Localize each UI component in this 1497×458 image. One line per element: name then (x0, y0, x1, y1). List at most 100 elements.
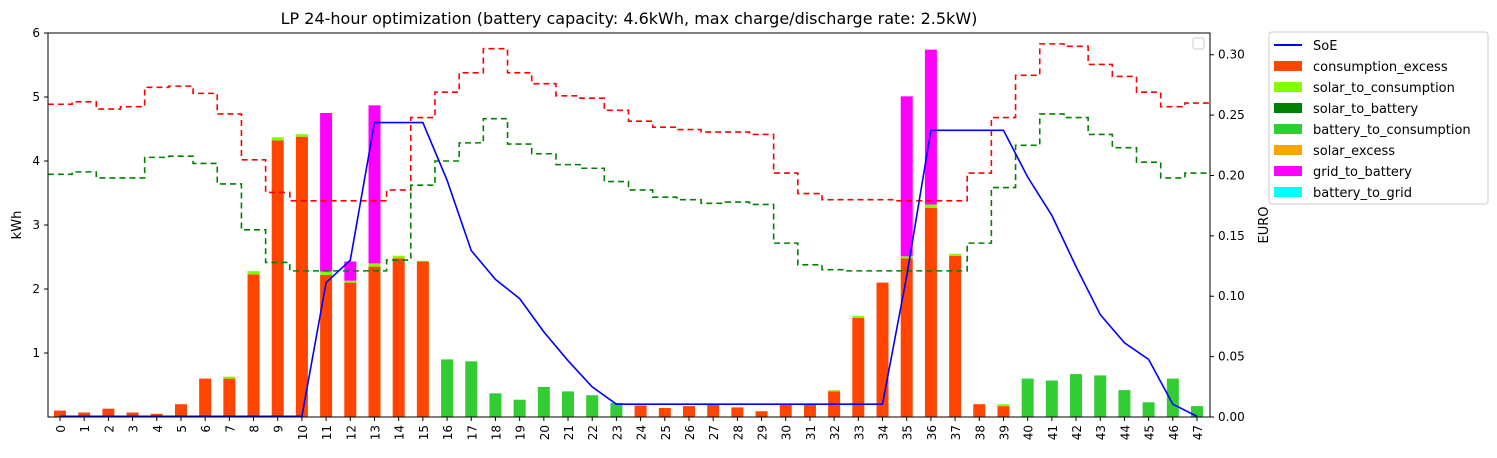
bar-solar_to_consumption (900, 256, 913, 259)
x-tick-label: 46 (1167, 425, 1181, 440)
bar-battery_to_consumption (1142, 402, 1155, 417)
x-tick-label: 26 (683, 425, 697, 440)
legend-swatch-solar_to_battery (1274, 103, 1302, 113)
bar-grid_to_battery (320, 113, 333, 272)
bar-consumption_excess (344, 282, 357, 417)
bar-solar_to_consumption (295, 134, 308, 137)
bar-solar_to_consumption (392, 255, 405, 259)
bar-consumption_excess (900, 258, 913, 417)
x-tick-label: 31 (804, 425, 818, 440)
x-tick-label: 24 (635, 425, 649, 440)
x-tick-label: 18 (489, 425, 503, 440)
legend-label: grid_to_battery (1313, 165, 1412, 180)
x-tick-label: 39 (997, 425, 1011, 440)
y-tick-label: 2 (32, 282, 40, 296)
x-tick-label: 25 (659, 425, 673, 440)
bar-grid_to_battery (344, 261, 357, 281)
bar-consumption_excess (997, 406, 1010, 417)
bar-grid_to_battery (924, 49, 937, 205)
bar-battery_to_consumption (441, 359, 454, 417)
x-tick-label: 33 (852, 425, 866, 440)
bar-consumption_excess (54, 410, 66, 417)
y-tick-label: 4 (32, 154, 40, 168)
x-tick-label: 47 (1191, 425, 1205, 440)
x-tick-label: 37 (949, 425, 963, 440)
y-right-tick-label: 0.20 (1218, 168, 1245, 182)
bar-consumption_excess (973, 404, 986, 417)
x-tick-label: 14 (393, 425, 407, 440)
legend-swatch-consumption_excess (1274, 61, 1302, 71)
x-tick-label: 27 (707, 425, 721, 440)
bar-consumption_excess (78, 412, 91, 417)
bar-consumption_excess (150, 413, 163, 417)
y-axis-right-label: EURO (1257, 207, 1272, 244)
bar-battery_to_consumption (537, 386, 550, 417)
bar-battery_to_consumption (489, 393, 502, 417)
legend-swatch-battery_to_consumption (1274, 124, 1302, 134)
legend-label: consumption_excess (1313, 60, 1448, 75)
legend-swatch-grid_to_battery (1274, 166, 1302, 176)
x-tick-label: 35 (901, 425, 915, 440)
bar-consumption_excess (682, 406, 695, 417)
bar-consumption_excess (755, 411, 768, 417)
bar-battery_to_consumption (1070, 374, 1083, 417)
bar-consumption_excess (924, 207, 937, 417)
x-tick-label: 22 (586, 425, 600, 440)
bar-consumption_excess (102, 408, 115, 417)
bar-solar_to_consumption (247, 271, 260, 275)
x-tick-label: 36 (925, 425, 939, 440)
bar-solar_to_consumption (344, 280, 357, 283)
bar-solar_to_consumption (924, 204, 937, 208)
bar-consumption_excess (779, 404, 792, 417)
bar-consumption_excess (707, 404, 720, 417)
empty-legend-box (1192, 37, 1205, 50)
bar-solar_to_consumption (828, 390, 841, 392)
bar-consumption_excess (416, 261, 429, 417)
y-right-tick-label: 0.25 (1218, 108, 1245, 122)
line-SoE (60, 121, 1198, 418)
bar-consumption_excess (247, 274, 260, 417)
legend-label: solar_excess (1313, 144, 1395, 159)
x-tick-label: 17 (465, 425, 479, 440)
bar-consumption_excess (949, 255, 962, 417)
bar-consumption_excess (295, 136, 308, 417)
bar-battery_to_consumption (586, 395, 599, 417)
x-tick-label: 28 (731, 425, 745, 440)
legend-label: battery_to_consumption (1313, 123, 1471, 138)
bar-grid_to_battery (368, 105, 381, 264)
bar-battery_to_consumption (562, 391, 575, 417)
bar-consumption_excess (803, 404, 816, 417)
x-tick-label: 10 (296, 425, 310, 440)
bar-battery_to_consumption (1191, 406, 1203, 417)
x-tick-label: 0 (54, 425, 68, 433)
x-tick-label: 13 (368, 425, 382, 440)
x-tick-label: 15 (417, 425, 431, 440)
y-right-tick-label: 0.05 (1218, 350, 1245, 364)
legend: SoE consumption_excess solar_to_consumptio… (1268, 31, 1489, 205)
bar-consumption_excess (199, 378, 212, 417)
bar-solar_to_consumption (368, 263, 381, 267)
bar-solar_to_consumption (852, 315, 865, 318)
y-right-tick-label: 0.15 (1218, 229, 1245, 243)
x-tick-label: 34 (877, 425, 891, 440)
x-tick-label: 8 (248, 425, 262, 433)
y-tick-label: 3 (32, 218, 40, 232)
x-tick-label: 43 (1094, 425, 1108, 440)
legend-label: battery_to_grid (1313, 186, 1412, 201)
x-tick-label: 12 (344, 425, 358, 440)
bar-battery_to_consumption (465, 361, 478, 417)
x-tick-label: 23 (610, 425, 624, 440)
bar-consumption_excess (658, 408, 671, 417)
bar-solar_to_consumption (997, 404, 1010, 407)
bar-consumption_excess (876, 282, 889, 417)
x-tick-label: 45 (1143, 425, 1157, 440)
bar-consumption_excess (852, 317, 865, 417)
x-tick-label: 7 (223, 425, 237, 433)
bar-consumption_excess (126, 412, 139, 417)
x-tick-label: 1 (78, 425, 92, 433)
bar-consumption_excess (368, 266, 381, 417)
bar-battery_to_consumption (1021, 378, 1034, 417)
y-axis-label: kWh (10, 211, 25, 240)
legend-label: SoE (1313, 39, 1337, 54)
